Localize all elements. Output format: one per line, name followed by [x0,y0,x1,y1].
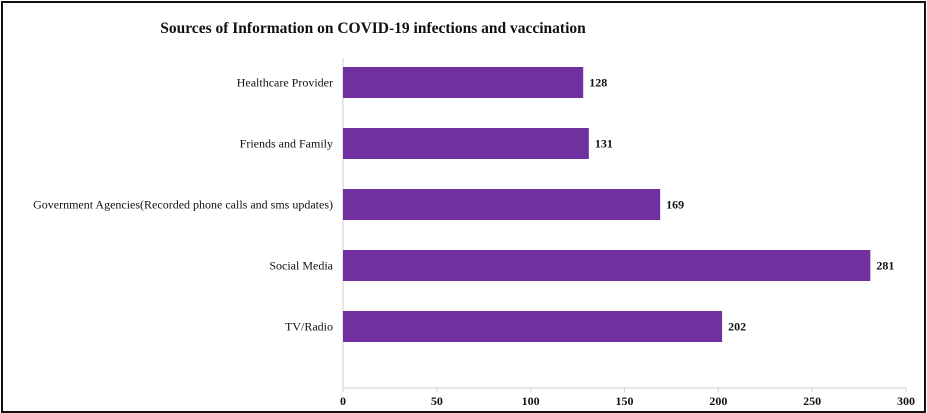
x-tick-label: 50 [431,394,443,408]
bar [343,250,871,281]
chart-title: Sources of Information on COVID-19 infec… [160,20,586,37]
data-label: 128 [589,76,607,90]
x-tick-label: 300 [897,394,915,408]
category-label: TV/Radio [285,320,333,334]
x-tick-label: 100 [522,394,540,408]
data-label: 169 [666,198,684,212]
x-tick-label: 150 [616,394,634,408]
bar [343,128,589,159]
bar [343,311,723,342]
bar [343,189,661,220]
data-label: 131 [595,137,613,151]
category-label: Healthcare Provider [237,76,333,90]
x-tick-label: 0 [340,394,346,408]
bar [343,67,584,98]
x-tick-label: 250 [803,394,821,408]
category-label: Government Agencies(Recorded phone calls… [33,198,333,212]
data-label: 202 [728,320,746,334]
x-tick-label: 200 [709,394,727,408]
data-label: 281 [876,259,894,273]
category-label: Friends and Family [240,137,333,151]
category-label: Social Media [269,259,333,273]
